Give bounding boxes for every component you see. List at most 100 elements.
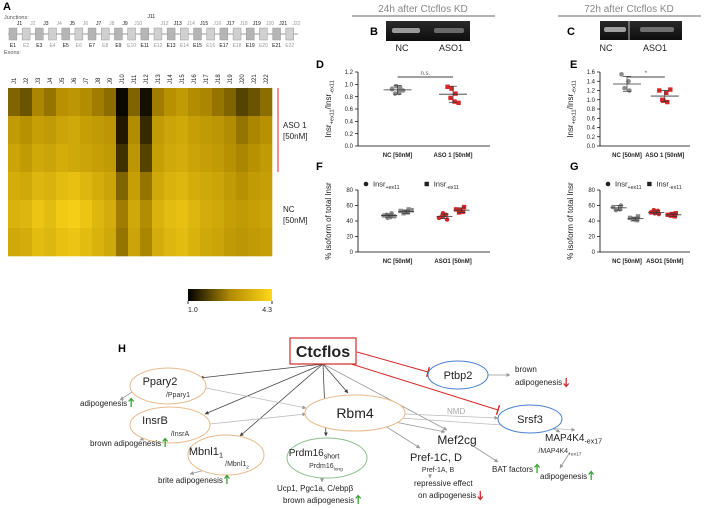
y-tick-label: 1.0: [345, 83, 354, 89]
network-edge: [204, 363, 324, 415]
heatmap-cell: [8, 228, 21, 257]
data-point: [456, 100, 461, 106]
y-axis-label-part: Insr: [566, 124, 575, 138]
node-label: MAP4K4-ex17: [545, 433, 602, 446]
heatmap-cell: [140, 200, 153, 229]
effect-label: BAT factors: [492, 465, 533, 474]
heatmap-cell: [8, 88, 21, 117]
heatmap-cell: [212, 228, 225, 257]
heatmap-cell: [128, 228, 141, 257]
data-point: [449, 86, 454, 91]
x-tick-label: ASO 1 [50nM]: [645, 153, 684, 159]
junction-label: J15: [200, 21, 208, 27]
effect-label: on adipogenesis: [418, 491, 476, 500]
heatmap-cell: [248, 144, 261, 173]
heatmap-cell: [20, 172, 33, 201]
heatmap-column-label: J3: [36, 77, 42, 84]
sd-bar: [457, 207, 466, 213]
node-secondary-part: /InsrA: [171, 431, 190, 438]
exon: [180, 27, 189, 41]
y-axis-label: % isoform of total Insr: [566, 182, 575, 260]
exon-label: E3: [36, 43, 42, 49]
heatmap-column-label: J21: [252, 74, 258, 84]
exon-label: E15: [193, 43, 202, 49]
heatmap-cell: [80, 144, 93, 173]
y-tick-label: 0.0: [587, 144, 596, 150]
exon: [153, 27, 163, 41]
effect-label: brite adipogenesis: [158, 476, 223, 485]
heatmap-cell: [20, 116, 33, 145]
exon-label: E7: [89, 43, 95, 49]
data-point: [453, 207, 459, 212]
y-axis-label-part: % isoform of total Insr: [324, 182, 333, 260]
heatmap-cell: [188, 200, 201, 229]
heatmap-cell: [140, 88, 153, 117]
exon-label: E13: [167, 43, 176, 49]
network-edge: [239, 363, 324, 437]
junction-label: J5: [70, 21, 76, 27]
colorbar: [188, 289, 272, 301]
node-secondary: /InsrA: [171, 431, 190, 438]
heatmap-cell: [116, 88, 129, 117]
y-tick-label: 1.4: [587, 79, 596, 85]
panel-letter: F: [316, 161, 323, 173]
data-point: [424, 181, 429, 187]
y-tick-label: 1.6: [587, 70, 596, 76]
heatmap-cell: [116, 200, 129, 229]
heatmap-cell: [176, 228, 189, 257]
y-axis-label-part: Insr: [324, 124, 333, 138]
heatmap-cell: [44, 144, 57, 173]
heatmap-cell: [188, 88, 201, 117]
y-tick-label: 20: [588, 235, 595, 241]
heatmap-column-label: J20: [240, 74, 246, 84]
heatmap-cell: [200, 116, 213, 145]
effect-label: adipogenesis: [80, 399, 127, 408]
comparison-label: *: [645, 71, 648, 77]
node-label: Ptbp2: [444, 370, 473, 382]
node-label-part: 1: [219, 451, 223, 460]
heatmap-cell: [176, 116, 189, 145]
x-tick-label: NC [50nM]: [383, 259, 413, 265]
heatmap-cell: [152, 144, 165, 173]
y-axis-label-part: +ex11: [330, 109, 336, 124]
heatmap-cell: [164, 144, 177, 173]
heatmap-cell: [164, 200, 177, 229]
heatmap-cell: [236, 88, 249, 117]
legend-label-part: Insr: [615, 180, 628, 189]
junction-label: J14: [187, 21, 195, 27]
y-axis-label: Insr+ex11/Insr-ex11: [566, 80, 578, 137]
panel-letter: B: [370, 26, 378, 38]
legend-label-part: Insr: [434, 180, 447, 189]
node-secondary: /MAP4K4+ex17: [538, 448, 581, 458]
network-edge: [209, 412, 307, 425]
effect-label: repressive effect: [414, 479, 473, 488]
network-edge: [404, 413, 499, 420]
heatmap-cell: [68, 228, 81, 257]
heatmap-cell: [260, 144, 273, 173]
node-secondary-part: Pref-1A, B: [422, 467, 455, 474]
node-secondary-part: /Ppary1: [166, 392, 190, 399]
y-tick-label: 0.0: [345, 144, 354, 150]
y-tick-label: 0: [592, 250, 596, 256]
inhibition-edge: [356, 351, 429, 373]
node-secondary-part: long: [334, 467, 344, 473]
heatmap-cell: [104, 172, 117, 201]
increase-arrow: [128, 397, 135, 407]
data-point: [397, 85, 403, 91]
data-point: [452, 99, 457, 104]
exon-label: E14: [180, 43, 189, 49]
junction-label: J12: [161, 21, 169, 27]
comparison-label: n.s.: [420, 71, 430, 77]
heatmap-cell: [20, 200, 33, 229]
node-label-part: Mbnl1: [189, 446, 219, 458]
junction-label: J8: [109, 21, 115, 27]
group-label: NC: [283, 205, 295, 214]
junction-label: J18: [240, 21, 248, 27]
heatmap-cell: [44, 172, 57, 201]
sd-bar: [631, 216, 640, 221]
heatmap-cell: [92, 88, 105, 117]
y-axis-label-part: -ex11: [572, 80, 578, 94]
data-point: [664, 90, 669, 96]
y-tick-label: 0: [350, 250, 354, 256]
heatmap-cell: [80, 88, 93, 117]
